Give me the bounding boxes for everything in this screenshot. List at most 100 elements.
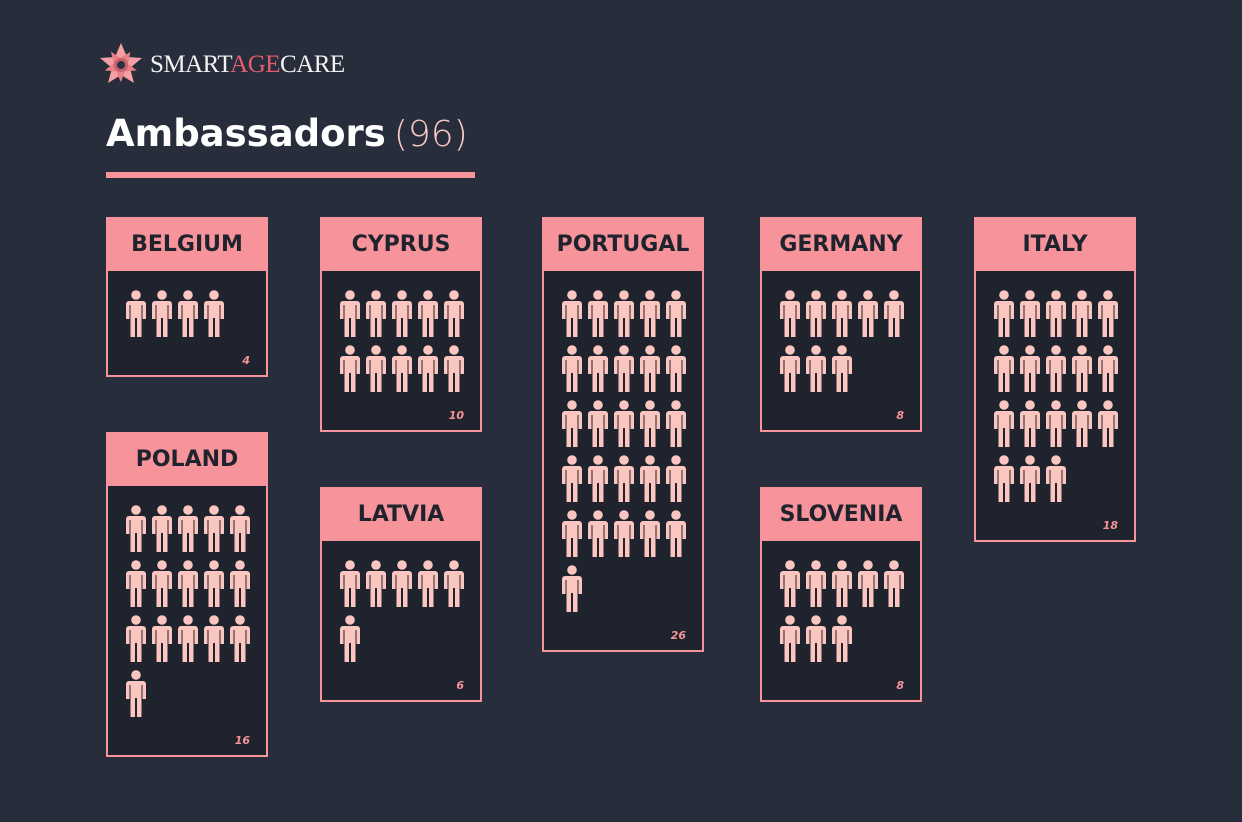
person-icon bbox=[562, 510, 588, 565]
title-text: Ambassadors bbox=[106, 112, 386, 155]
person-icon bbox=[1046, 345, 1072, 400]
total-count: (96) bbox=[393, 114, 468, 155]
person-icon bbox=[562, 290, 588, 345]
person-icon bbox=[340, 615, 366, 670]
person-icon bbox=[832, 345, 858, 400]
person-icon bbox=[1020, 345, 1046, 400]
person-icon bbox=[588, 510, 614, 565]
person-icon bbox=[640, 290, 666, 345]
person-icon bbox=[806, 615, 832, 670]
person-icon bbox=[780, 560, 806, 615]
pictogram-area: 16 bbox=[108, 486, 266, 755]
person-icon bbox=[444, 560, 470, 615]
person-icon bbox=[392, 560, 418, 615]
country-card-cyprus: CYPRUS 10 bbox=[320, 217, 482, 432]
person-icon bbox=[1098, 400, 1124, 455]
person-icon bbox=[418, 560, 444, 615]
person-icon bbox=[666, 345, 692, 400]
person-icon bbox=[230, 505, 256, 560]
person-icon bbox=[780, 290, 806, 345]
person-icon bbox=[994, 400, 1020, 455]
person-icon bbox=[666, 290, 692, 345]
pictogram-area: 8 bbox=[762, 541, 920, 700]
country-card-slovenia: SLOVENIA 8 bbox=[760, 487, 922, 702]
person-icon bbox=[780, 345, 806, 400]
country-card-poland: POLAND 16 bbox=[106, 432, 268, 757]
person-icon bbox=[340, 560, 366, 615]
person-icon bbox=[1020, 455, 1046, 510]
person-icon bbox=[588, 290, 614, 345]
person-icon bbox=[666, 455, 692, 510]
person-icon bbox=[418, 345, 444, 400]
person-icon bbox=[1046, 455, 1072, 510]
person-icon bbox=[884, 560, 910, 615]
country-name: GERMANY bbox=[760, 217, 922, 271]
pictogram-area: 18 bbox=[976, 271, 1134, 540]
person-icon bbox=[204, 290, 230, 345]
person-icon bbox=[562, 565, 588, 620]
person-icon bbox=[1046, 400, 1072, 455]
person-icon bbox=[230, 615, 256, 670]
person-icon bbox=[562, 345, 588, 400]
person-icon bbox=[614, 455, 640, 510]
country-name: ITALY bbox=[974, 217, 1136, 271]
person-icon bbox=[178, 560, 204, 615]
count-label: 10 bbox=[448, 409, 464, 422]
count-label: 16 bbox=[234, 734, 250, 747]
person-icon bbox=[806, 290, 832, 345]
person-icon bbox=[366, 560, 392, 615]
person-icon bbox=[614, 290, 640, 345]
count-label: 8 bbox=[896, 679, 904, 692]
person-icon bbox=[858, 560, 884, 615]
person-icon bbox=[1098, 345, 1124, 400]
person-icon bbox=[152, 290, 178, 345]
person-icon bbox=[204, 615, 230, 670]
person-icon bbox=[806, 560, 832, 615]
country-card-portugal: PORTUGAL 26 bbox=[542, 217, 704, 652]
person-icon bbox=[832, 560, 858, 615]
person-icon bbox=[126, 670, 152, 725]
person-icon bbox=[994, 345, 1020, 400]
pictogram-area: 6 bbox=[322, 541, 480, 700]
person-icon bbox=[614, 400, 640, 455]
person-icon bbox=[1020, 290, 1046, 345]
person-icon bbox=[1072, 290, 1098, 345]
country-card-latvia: LATVIA 6 bbox=[320, 487, 482, 702]
person-icon bbox=[640, 400, 666, 455]
country-card-germany: GERMANY 8 bbox=[760, 217, 922, 432]
country-name: BELGIUM bbox=[106, 217, 268, 271]
brand-name: SMARTAGECARE bbox=[150, 51, 345, 78]
country-card-italy: ITALY 18 bbox=[974, 217, 1136, 542]
person-icon bbox=[994, 290, 1020, 345]
pictogram-area: 8 bbox=[762, 271, 920, 430]
count-label: 4 bbox=[242, 354, 250, 367]
count-label: 8 bbox=[896, 409, 904, 422]
person-icon bbox=[444, 345, 470, 400]
person-icon bbox=[126, 290, 152, 345]
person-icon bbox=[1072, 345, 1098, 400]
person-icon bbox=[614, 345, 640, 400]
person-icon bbox=[588, 400, 614, 455]
person-icon bbox=[418, 290, 444, 345]
person-icon bbox=[588, 455, 614, 510]
person-icon bbox=[152, 505, 178, 560]
person-icon bbox=[666, 510, 692, 565]
person-icon bbox=[994, 455, 1020, 510]
person-icon bbox=[884, 290, 910, 345]
person-icon bbox=[392, 290, 418, 345]
brand-logo: SMARTAGECARE bbox=[98, 42, 345, 88]
person-icon bbox=[562, 400, 588, 455]
person-icon bbox=[1072, 400, 1098, 455]
person-icon bbox=[152, 615, 178, 670]
person-icon bbox=[1046, 290, 1072, 345]
title-underline bbox=[106, 172, 475, 178]
count-label: 26 bbox=[670, 629, 686, 642]
page-title: Ambassadors (96) bbox=[106, 112, 468, 155]
pictogram-area: 4 bbox=[108, 271, 266, 375]
person-icon bbox=[780, 615, 806, 670]
person-icon bbox=[126, 560, 152, 615]
country-name: LATVIA bbox=[320, 487, 482, 541]
person-icon bbox=[832, 290, 858, 345]
country-name: SLOVENIA bbox=[760, 487, 922, 541]
person-icon bbox=[126, 615, 152, 670]
